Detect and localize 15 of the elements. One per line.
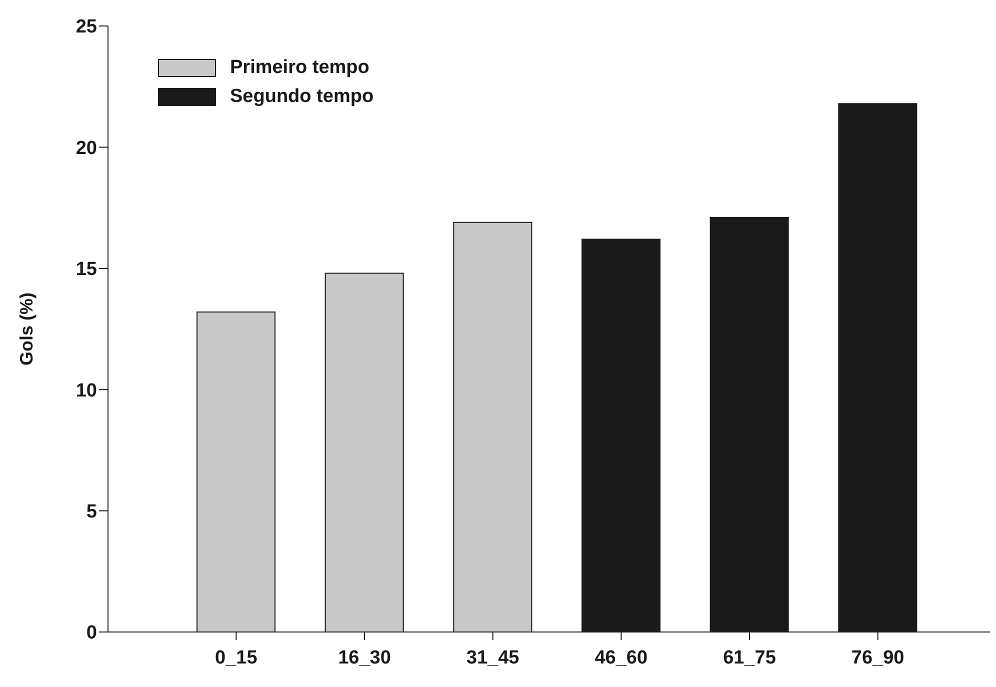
x-tick-label: 0_15 bbox=[215, 647, 258, 668]
y-tick-label: 25 bbox=[76, 16, 98, 38]
y-axis-title: Gols (%) bbox=[16, 292, 36, 366]
legend-label: Segundo tempo bbox=[230, 86, 374, 108]
x-tick-label: 16_30 bbox=[338, 647, 391, 668]
x-tick-label: 46_60 bbox=[594, 647, 648, 668]
legend-label: Primeiro tempo bbox=[230, 56, 370, 78]
y-tick-label: 10 bbox=[76, 380, 97, 402]
y-tick-label: 0 bbox=[86, 622, 97, 644]
x-tick-label: 76_90 bbox=[851, 647, 904, 668]
y-tick-label: 15 bbox=[76, 259, 98, 280]
x-tick-label: 61_75 bbox=[723, 647, 776, 668]
y-tick-label: 5 bbox=[86, 502, 98, 523]
x-tick-label: 31_45 bbox=[466, 647, 520, 668]
y-tick-label: 20 bbox=[76, 138, 97, 159]
